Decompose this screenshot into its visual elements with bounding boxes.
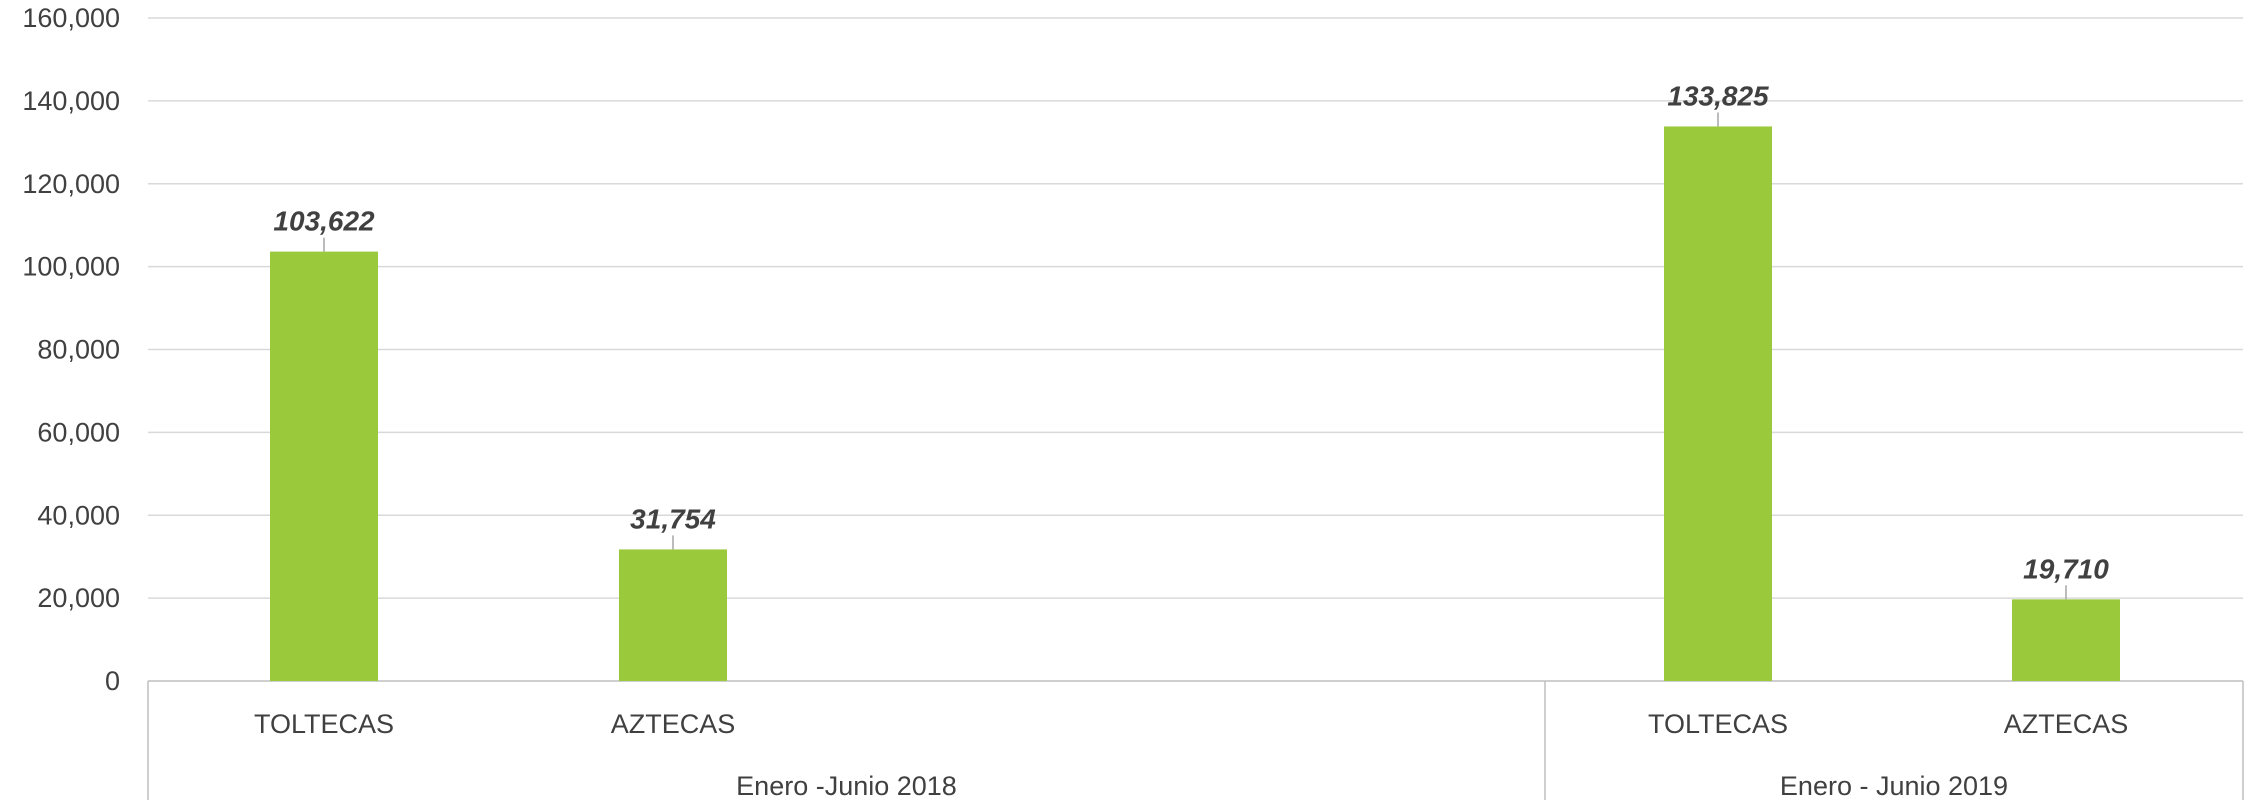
y-tick-label: 100,000 [22, 252, 120, 282]
category-label: TOLTECAS [1648, 709, 1788, 739]
data-label: 103,622 [273, 206, 375, 237]
gridlines [148, 17, 2243, 599]
y-axis-tick-labels: 0 20,000 40,000 60,000 80,000 100,000 120,000 1… [22, 3, 120, 696]
data-labels: 103,622 31,754 133,825 19,710 [273, 80, 2109, 600]
y-tick-label: 40,000 [37, 500, 120, 530]
bars [270, 126, 2120, 682]
y-tick-label: 140,000 [22, 86, 120, 116]
category-label: AZTECAS [2004, 709, 2129, 739]
bar-aztecas [619, 549, 727, 681]
category-labels: TOLTECAS AZTECAS Enero -Junio 2018 TOLTECAS… [254, 709, 2128, 800]
x-axis-frame [147, 680, 2244, 800]
group-label: Enero - Junio 2019 [1780, 771, 2008, 800]
bar-aztecas [2012, 599, 2120, 681]
data-label: 19,710 [2023, 553, 2109, 584]
group-label: Enero -Junio 2018 [736, 771, 957, 800]
data-label: 133,825 [1667, 80, 1769, 111]
y-tick-label: 0 [105, 666, 120, 696]
y-tick-label: 20,000 [37, 583, 120, 613]
y-tick-label: 80,000 [37, 335, 120, 365]
category-label: AZTECAS [611, 709, 736, 739]
bar-toltecas [270, 251, 378, 681]
category-label: TOLTECAS [254, 709, 394, 739]
y-tick-label: 120,000 [22, 169, 120, 199]
y-tick-label: 160,000 [22, 3, 120, 33]
bar-toltecas [1664, 126, 1772, 682]
data-label: 31,754 [630, 503, 716, 534]
y-tick-label: 60,000 [37, 417, 120, 447]
